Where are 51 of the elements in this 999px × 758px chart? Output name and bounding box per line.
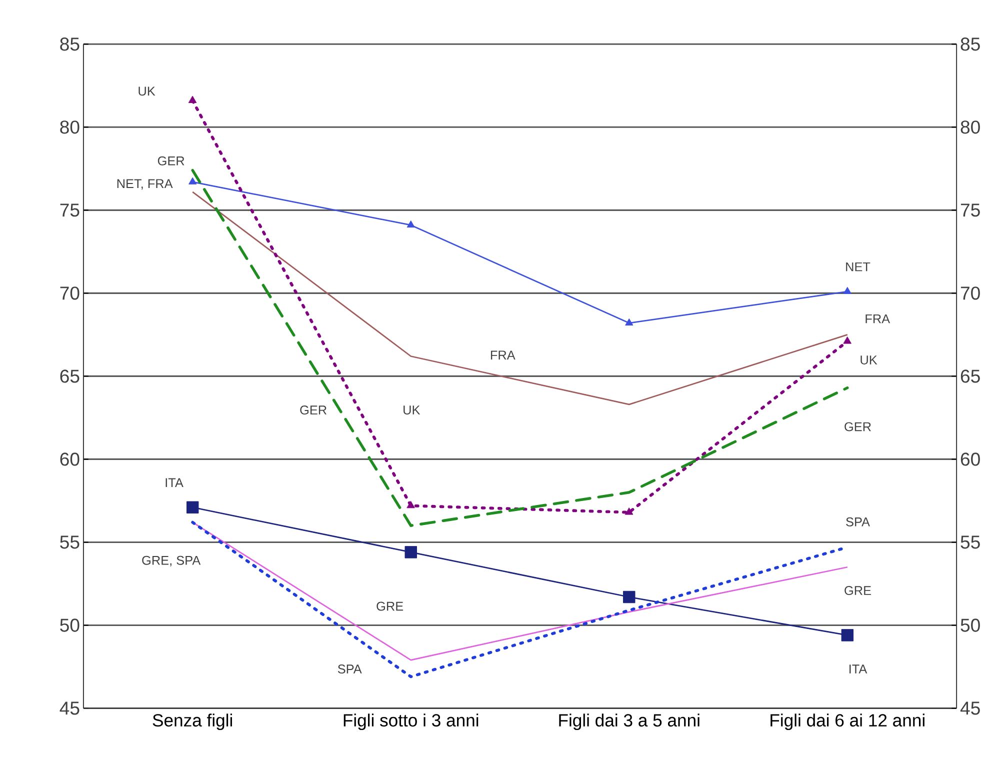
annotation: GRE (376, 602, 404, 611)
y-tick-label: 55 (60, 536, 80, 549)
annotation: SPA (846, 517, 870, 526)
annotation: GER (844, 422, 871, 432)
point (841, 628, 854, 642)
y-tick-label: 65 (60, 369, 80, 383)
y-tick-label: 45 (60, 702, 80, 715)
point (188, 96, 197, 103)
annotation: NET, FRA (117, 179, 173, 190)
annotation: GER (158, 156, 184, 166)
point (843, 286, 852, 294)
y2-tick-label: 50 (960, 618, 980, 632)
point (186, 501, 199, 514)
y-tick-label: 75 (60, 204, 80, 216)
annotation: NET (846, 262, 870, 272)
point (188, 177, 197, 184)
annotation: UK (860, 355, 878, 364)
point (843, 336, 852, 344)
point (406, 500, 415, 508)
annotation: UK (138, 86, 156, 96)
annotation: SPA (338, 664, 362, 674)
annotation: GRE (844, 586, 871, 595)
x-tick-label: Figli dai 3 a 5 anni (559, 714, 700, 730)
annotation: ITA (166, 478, 184, 487)
y-tick-label: 80 (60, 120, 80, 134)
y2-tick-label: 45 (960, 702, 980, 715)
y-tick-label: 85 (60, 37, 80, 51)
point (625, 318, 634, 326)
y2-tick-label: 60 (960, 452, 980, 466)
annotation: UK (404, 405, 420, 414)
x-tick-label: Senza figli (152, 714, 232, 730)
annotation: GRE, SPA (142, 556, 201, 566)
point (625, 508, 634, 515)
y-tick-label: 50 (60, 618, 80, 632)
y2-tick-label: 75 (960, 204, 980, 216)
point (404, 546, 417, 558)
x-tick-label: Figli sotto i 3 anni (344, 714, 478, 730)
y-tick-label: 60 (60, 452, 80, 466)
annotation: GER (300, 405, 326, 414)
y2-tick-label: 70 (960, 286, 980, 300)
y2-tick-label: 80 (960, 120, 980, 134)
x-tick-label: Figli dai 6 ai 12 anni (770, 714, 924, 730)
point (623, 590, 636, 603)
y2-tick-label: 55 (960, 536, 980, 549)
y2-tick-label: 85 (960, 37, 980, 51)
annotation: FRA (866, 314, 890, 324)
point (406, 220, 415, 228)
annotation: FRA (490, 350, 516, 360)
y2-tick-label: 65 (960, 369, 980, 383)
annotation: ITA (850, 664, 868, 674)
y-tick-label: 70 (60, 286, 80, 300)
